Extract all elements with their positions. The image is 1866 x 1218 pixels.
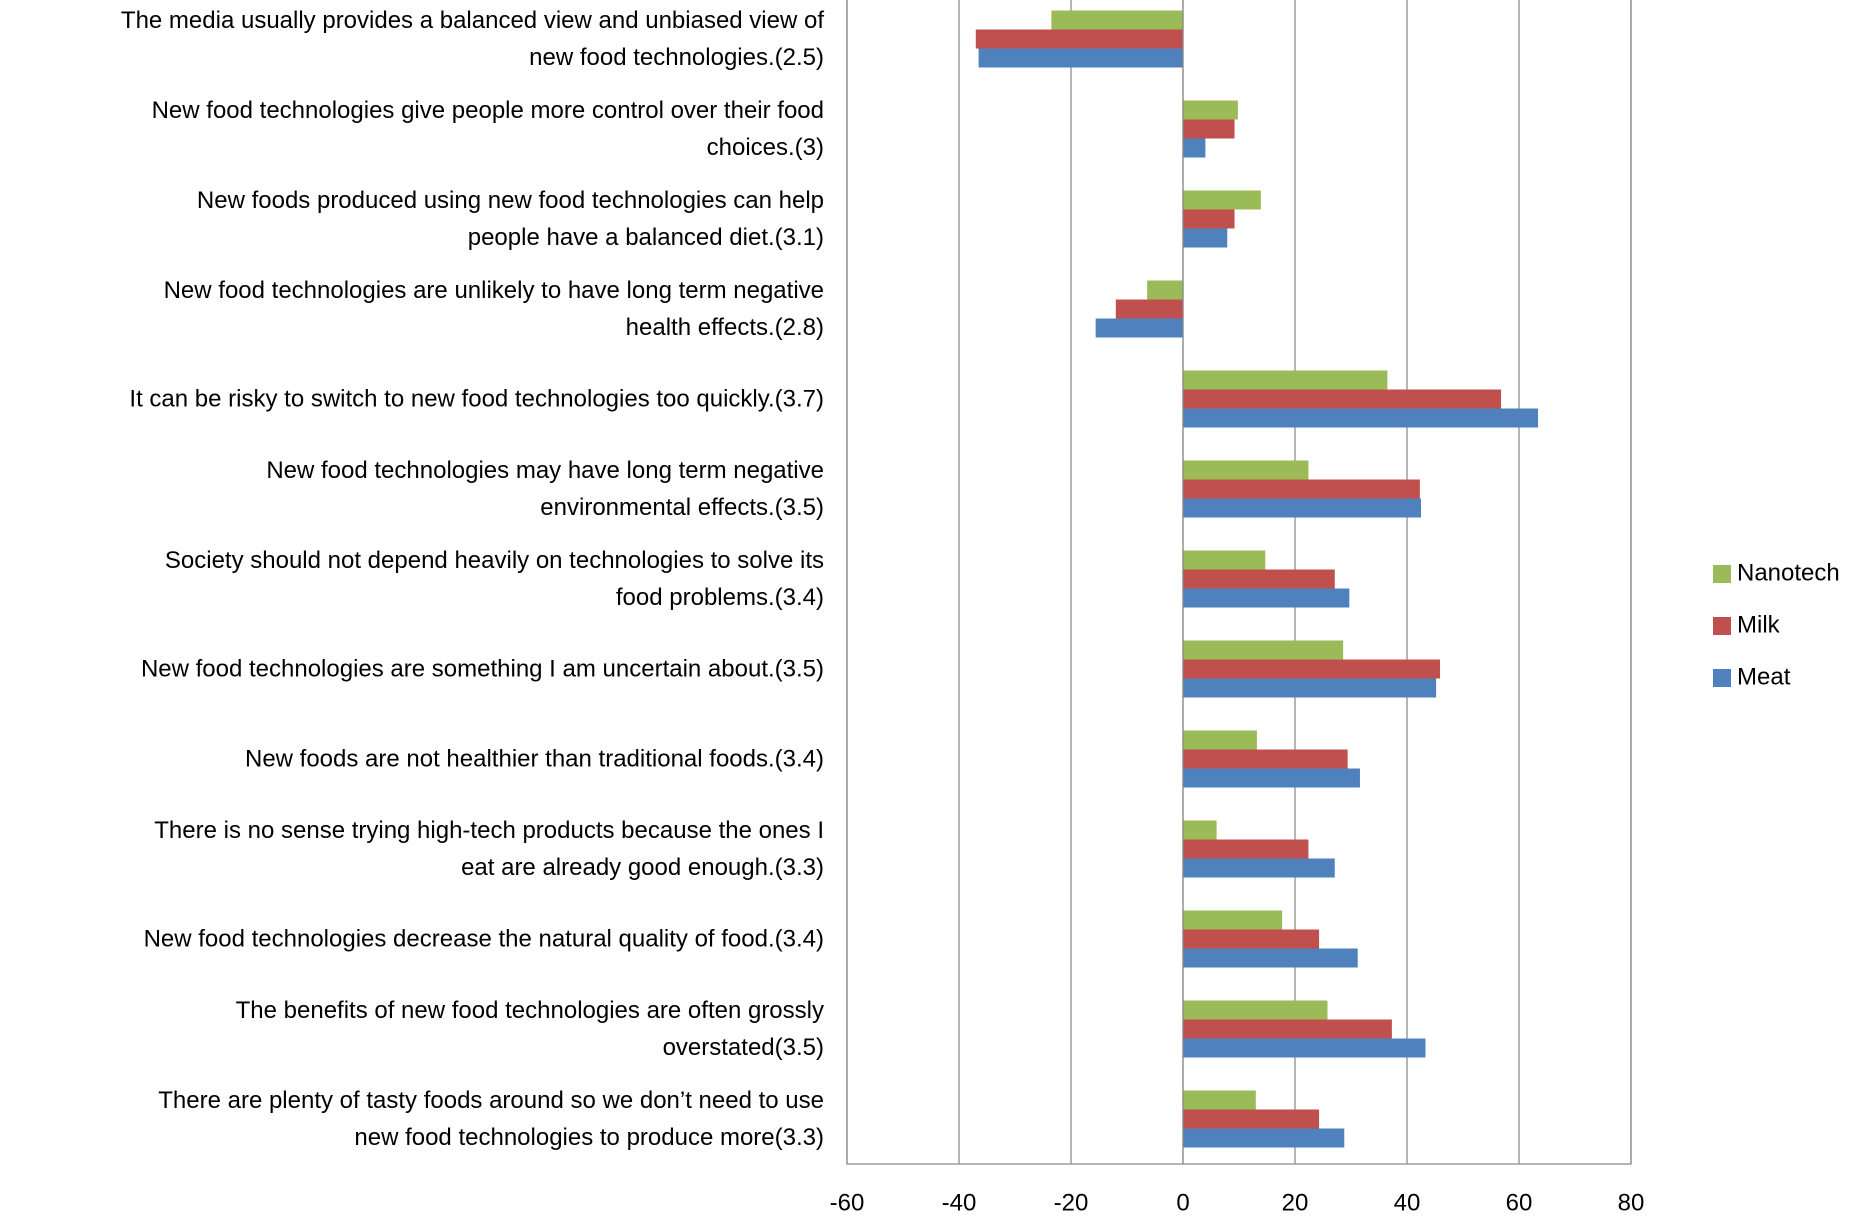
bar	[1183, 858, 1335, 878]
bar	[1183, 1038, 1426, 1058]
y-tick-label: New food technologies decrease the natur…	[143, 925, 824, 953]
x-tick-label: 20	[1282, 1189, 1309, 1216]
x-tick-label: 60	[1506, 1189, 1533, 1216]
bar	[1183, 588, 1350, 608]
bar	[1183, 138, 1206, 158]
bar	[1183, 1109, 1320, 1129]
legend-swatch	[1713, 565, 1731, 583]
bar	[1183, 768, 1360, 788]
bar	[1183, 1019, 1392, 1039]
y-tick-label: There is no sense trying high-tech produ…	[154, 817, 824, 881]
bar	[1183, 640, 1344, 660]
bar	[1183, 408, 1539, 428]
bar	[1115, 299, 1183, 319]
bar	[1183, 209, 1235, 229]
bar	[975, 29, 1183, 49]
bar	[1183, 100, 1238, 120]
legend-swatch	[1713, 669, 1731, 687]
legend-label: Meat	[1737, 663, 1791, 690]
bar	[1183, 659, 1441, 679]
bar	[978, 48, 1183, 68]
bar	[1183, 389, 1502, 409]
y-tick-label: The benefits of new food technologies ar…	[235, 997, 824, 1061]
bar	[1183, 1090, 1256, 1110]
bar	[1183, 479, 1420, 499]
y-tick-label: New foods are not healthier than traditi…	[244, 745, 824, 773]
y-tick-label: It can be risky to switch to new food te…	[129, 385, 824, 413]
y-tick-label: Society should not depend heavily on tec…	[164, 547, 824, 611]
bar	[1183, 1128, 1345, 1148]
x-tick-label: 40	[1394, 1189, 1421, 1216]
bar	[1051, 10, 1183, 30]
bar	[1183, 929, 1320, 949]
legend-label: Milk	[1737, 611, 1781, 638]
x-tick-label: -20	[1054, 1189, 1089, 1216]
x-tick-label: -40	[942, 1189, 977, 1216]
bar	[1147, 280, 1183, 300]
x-tick-label: 80	[1618, 1189, 1645, 1216]
x-tick-label: -60	[830, 1189, 865, 1216]
y-tick-label: New food technologies are something I am…	[140, 655, 824, 683]
y-tick-label: There are plenty of tasty foods around s…	[158, 1087, 824, 1151]
legend-label: Nanotech	[1737, 559, 1840, 586]
bar	[1183, 678, 1437, 698]
bar	[1183, 1000, 1328, 1020]
bar	[1183, 730, 1257, 750]
bar	[1183, 119, 1235, 139]
plot-border	[846, 0, 1632, 1165]
bar	[1183, 820, 1217, 840]
bar	[1183, 370, 1388, 390]
y-tick-label: New foods produced using new food techno…	[196, 187, 824, 251]
x-tick-label: 0	[1176, 1189, 1189, 1216]
y-tick-label: New food technologies give people more c…	[151, 97, 824, 161]
legend-swatch	[1713, 617, 1731, 635]
bar	[1183, 948, 1358, 968]
y-tick-label: The media usually provides a balanced vi…	[120, 7, 824, 71]
bar	[1183, 228, 1228, 248]
bar	[1183, 498, 1421, 518]
bar	[1183, 460, 1309, 480]
bar	[1183, 550, 1266, 570]
bar	[1183, 569, 1335, 589]
bar	[1095, 318, 1183, 338]
bar	[1183, 910, 1283, 930]
bar	[1183, 839, 1309, 859]
bar	[1183, 190, 1261, 210]
bar	[1183, 749, 1348, 769]
y-tick-label: New food technologies are unlikely to ha…	[163, 277, 824, 341]
y-tick-label: New food technologies may have long term…	[266, 457, 824, 521]
